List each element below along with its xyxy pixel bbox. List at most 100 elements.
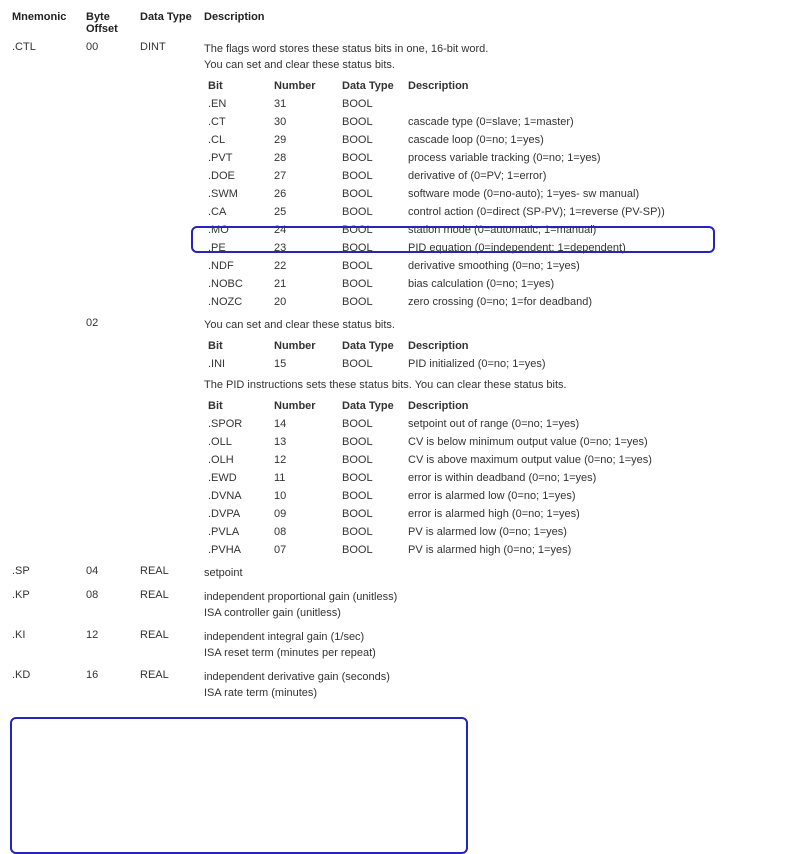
bit-mnemonic: .SPOR (204, 415, 270, 433)
r02-mnemonic (8, 314, 82, 562)
bit-desc: software mode (0=no-auto); 1=yes- sw man… (404, 185, 669, 203)
bit-desc: PV is alarmed high (0=no; 1=yes) (404, 541, 656, 559)
bit-number: 23 (270, 239, 338, 257)
bit-desc: station mode (0=automatic; 1=manual) (404, 221, 669, 239)
simple-desc-1: independent integral gain (1/sec) (204, 631, 777, 643)
simple-row: .KP08REALindependent proportional gain (… (8, 586, 781, 626)
bit-datatype: BOOL (338, 523, 404, 541)
bit-datatype: BOOL (338, 185, 404, 203)
simple-row: .KD16REALindependent derivative gain (se… (8, 666, 781, 706)
bit-datatype: BOOL (338, 203, 404, 221)
hdr-description: Description (200, 8, 781, 38)
ctl-byte-offset: 00 (82, 38, 136, 314)
bit-row: .SWM26BOOLsoftware mode (0=no-auto); 1=y… (204, 185, 669, 203)
bit-number: 26 (270, 185, 338, 203)
simple-mnemonic: .KP (8, 586, 82, 626)
ctl-desc-line-2: You can set and clear these status bits. (204, 59, 777, 71)
bit-hdr-desc: Description (404, 397, 656, 415)
bit-datatype: BOOL (338, 415, 404, 433)
bit-desc: PV is alarmed low (0=no; 1=yes) (404, 523, 656, 541)
simple-desc-2: ISA rate term (minutes) (204, 687, 777, 699)
ctl-mnemonic: .CTL (8, 38, 82, 314)
simple-row: .KI12REALindependent integral gain (1/se… (8, 626, 781, 666)
bit-mnemonic: .CT (204, 113, 270, 131)
bit-datatype: BOOL (338, 167, 404, 185)
bit-datatype: BOOL (338, 293, 404, 311)
simple-desc-2: ISA controller gain (unitless) (204, 607, 777, 619)
bit-datatype: BOOL (338, 505, 404, 523)
bit-mnemonic: .MO (204, 221, 270, 239)
bit-desc: cascade type (0=slave; 1=master) (404, 113, 669, 131)
bit-datatype: BOOL (338, 95, 404, 113)
bit-desc (404, 95, 669, 113)
bit-datatype: BOOL (338, 541, 404, 559)
bit-hdr-desc: Description (404, 77, 669, 95)
simple-desc-1: setpoint (204, 567, 777, 579)
bit-datatype: BOOL (338, 275, 404, 293)
r02-desc-cell: You can set and clear these status bits.… (200, 314, 781, 562)
bit-number: 07 (270, 541, 338, 559)
bit-hdr-num: Number (270, 397, 338, 415)
bit-number: 20 (270, 293, 338, 311)
hdr-data-type: Data Type (136, 8, 200, 38)
bit-row: .CL29BOOLcascade loop (0=no; 1=yes) (204, 131, 669, 149)
bit-desc: CV is above maximum output value (0=no; … (404, 451, 656, 469)
bit-datatype: BOOL (338, 487, 404, 505)
r02-byte-offset: 02 (82, 314, 136, 562)
bit-datatype: BOOL (338, 239, 404, 257)
bit-row: .DVPA09BOOLerror is alarmed high (0=no; … (204, 505, 656, 523)
bit-row: .PVLA08BOOLPV is alarmed low (0=no; 1=ye… (204, 523, 656, 541)
page-wrap: Mnemonic Byte Offset Data Type Descripti… (8, 8, 781, 706)
bit-desc: zero crossing (0=no; 1=for deadband) (404, 293, 669, 311)
bit-hdr-desc: Description (404, 337, 550, 355)
bit-number: 13 (270, 433, 338, 451)
simple-desc-cell: independent proportional gain (unitless)… (200, 586, 781, 626)
simple-desc-cell: setpoint (200, 562, 781, 586)
r02-data-type (136, 314, 200, 562)
bit-number: 09 (270, 505, 338, 523)
bit-row: .PVHA07BOOLPV is alarmed high (0=no; 1=y… (204, 541, 656, 559)
ctl-desc-line-1: The flags word stores these status bits … (204, 43, 777, 55)
ctl-bits-table: Bit Number Data Type Description .EN31BO… (204, 77, 669, 311)
bit-row: .EWD11BOOLerror is within deadband (0=no… (204, 469, 656, 487)
bit-desc: error is alarmed low (0=no; 1=yes) (404, 487, 656, 505)
bit-number: 27 (270, 167, 338, 185)
bit-number: 08 (270, 523, 338, 541)
bit-row: .OLH12BOOLCV is above maximum output val… (204, 451, 656, 469)
simple-byte-offset: 08 (82, 586, 136, 626)
bit-mnemonic: .PVLA (204, 523, 270, 541)
simple-desc-cell: independent derivative gain (seconds)ISA… (200, 666, 781, 706)
bit-row: .OLL13BOOLCV is below minimum output val… (204, 433, 656, 451)
main-header-row: Mnemonic Byte Offset Data Type Descripti… (8, 8, 781, 38)
bit-mnemonic: .CL (204, 131, 270, 149)
bit-number: 12 (270, 451, 338, 469)
bit-row: .MO24BOOLstation mode (0=automatic; 1=ma… (204, 221, 669, 239)
bit-desc: control action (0=direct (SP-PV); 1=reve… (404, 203, 669, 221)
bit-hdr-num: Number (270, 77, 338, 95)
bit-mnemonic: .EWD (204, 469, 270, 487)
bit-number: 28 (270, 149, 338, 167)
row-ctl: .CTL 00 DINT The flags word stores these… (8, 38, 781, 314)
bit-mnemonic: .NOBC (204, 275, 270, 293)
bit-hdr-bit: Bit (204, 337, 270, 355)
bit-number: 11 (270, 469, 338, 487)
simple-data-type: REAL (136, 562, 200, 586)
simple-mnemonic: .KI (8, 626, 82, 666)
simple-desc-2: ISA reset term (minutes per repeat) (204, 647, 777, 659)
bit-mnemonic: .PVHA (204, 541, 270, 559)
bit-desc: process variable tracking (0=no; 1=yes) (404, 149, 669, 167)
bit-number: 15 (270, 355, 338, 373)
hdr-byte-offset: Byte Offset (82, 8, 136, 38)
bit-datatype: BOOL (338, 257, 404, 275)
bit-datatype: BOOL (338, 433, 404, 451)
bit-row: .CA25BOOLcontrol action (0=direct (SP-PV… (204, 203, 669, 221)
bit-desc: setpoint out of range (0=no; 1=yes) (404, 415, 656, 433)
r02-desc-line-1: You can set and clear these status bits. (204, 319, 777, 331)
bit-number: 14 (270, 415, 338, 433)
bit-datatype: BOOL (338, 113, 404, 131)
bit-desc: PID initialized (0=no; 1=yes) (404, 355, 550, 373)
bit-datatype: BOOL (338, 469, 404, 487)
bit-mnemonic: .DOE (204, 167, 270, 185)
simple-byte-offset: 12 (82, 626, 136, 666)
bit-row: .CT30BOOLcascade type (0=slave; 1=master… (204, 113, 669, 131)
